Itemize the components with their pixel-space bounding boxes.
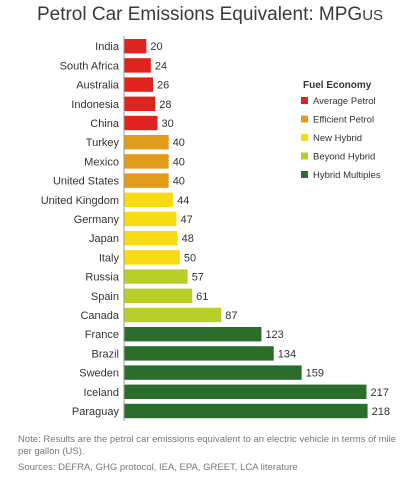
chart-title: Petrol Car Emissions Equivalent: MPGUS <box>36 4 384 25</box>
bar-united-kingdom <box>124 192 174 207</box>
category-label-iceland: Iceland <box>84 387 119 399</box>
category-label-paraguay: Paraguay <box>72 406 120 418</box>
category-label-china: China <box>90 118 120 130</box>
category-label-canada: Canada <box>80 310 119 322</box>
legend-label-average-petrol: Average Petrol <box>313 96 376 107</box>
category-label-australia: Australia <box>76 80 120 92</box>
legend-title: Fuel Economy <box>303 80 372 91</box>
legend-label-hybrid-multiples: Hybrid Multiples <box>313 170 381 181</box>
bar-south-africa <box>124 58 151 73</box>
category-label-india: India <box>95 41 120 53</box>
value-label-sweden: 159 <box>306 368 324 380</box>
value-label-india: 20 <box>150 41 162 53</box>
bar-turkey <box>124 135 169 150</box>
bar-italy <box>124 250 180 265</box>
legend-swatch-hybrid-multiples <box>301 171 308 178</box>
legend-label-new-hybrid: New Hybrid <box>313 133 362 144</box>
category-label-united-kingdom: United Kingdom <box>41 195 119 207</box>
bar-indonesia <box>124 96 156 111</box>
category-label-mexico: Mexico <box>84 156 119 168</box>
bar-japan <box>124 231 178 246</box>
category-label-south-africa: South Africa <box>60 60 120 72</box>
value-label-south-africa: 24 <box>155 60 167 72</box>
bar-iceland <box>124 384 367 399</box>
chart-sources: Sources: DEFRA, GHG protocol, IEA, EPA, … <box>18 462 298 473</box>
bar-sweden <box>124 365 302 380</box>
bar-australia <box>124 77 154 92</box>
value-label-spain: 61 <box>196 291 208 303</box>
value-label-mexico: 40 <box>173 156 185 168</box>
bar-paraguay <box>124 403 368 419</box>
value-label-canada: 87 <box>225 310 237 322</box>
category-label-japan: Japan <box>89 233 119 245</box>
value-label-iceland: 217 <box>370 387 388 399</box>
value-label-brazil: 134 <box>278 348 296 360</box>
value-label-paraguay: 218 <box>372 406 390 418</box>
category-label-turkey: Turkey <box>86 137 120 149</box>
chart-note: Note: Results are the petrol car emissio… <box>18 434 397 457</box>
legend-swatch-average-petrol <box>301 97 308 104</box>
value-label-italy: 50 <box>184 252 196 264</box>
value-label-australia: 26 <box>157 80 169 92</box>
legend-swatch-new-hybrid <box>301 134 308 141</box>
value-label-germany: 47 <box>181 214 193 226</box>
category-label-germany: Germany <box>74 214 120 226</box>
legend-swatch-beyond-hybrid <box>301 152 308 160</box>
bar-spain <box>124 288 193 303</box>
bar-india <box>124 39 147 54</box>
bar-mexico <box>124 154 169 169</box>
category-label-italy: Italy <box>99 252 120 264</box>
value-label-france: 123 <box>265 329 283 341</box>
value-label-turkey: 40 <box>173 137 185 149</box>
category-label-indonesia: Indonesia <box>71 99 120 111</box>
bar-china <box>124 115 158 131</box>
category-label-united-states: United States <box>53 176 120 188</box>
emissions-bar-chart: India 20 South Africa 24 Australia 26 Indonesi… <box>41 36 390 421</box>
value-label-china: 30 <box>162 118 174 130</box>
value-label-russia: 57 <box>192 272 204 284</box>
bar-united-states <box>124 173 169 188</box>
category-label-france: France <box>85 329 119 341</box>
category-label-russia: Russia <box>85 272 120 284</box>
value-label-japan: 48 <box>182 233 194 245</box>
bar-germany <box>124 211 177 227</box>
category-label-brazil: Brazil <box>91 348 119 360</box>
value-label-indonesia: 28 <box>159 99 171 111</box>
legend-label-efficient-petrol: Efficient Petrol <box>313 115 374 126</box>
bar-canada <box>124 307 222 323</box>
legend-label-beyond-hybrid: Beyond Hybrid <box>313 152 375 163</box>
bar-russia <box>124 269 188 284</box>
bar-france <box>124 327 262 342</box>
bar-brazil <box>124 346 274 361</box>
value-label-united-kingdom: 44 <box>177 195 189 207</box>
chart-title-subscript: US <box>362 7 384 24</box>
value-label-united-states: 40 <box>173 176 185 188</box>
category-label-spain: Spain <box>91 291 119 303</box>
legend-swatch-efficient-petrol <box>301 115 308 123</box>
category-label-sweden: Sweden <box>79 368 119 380</box>
